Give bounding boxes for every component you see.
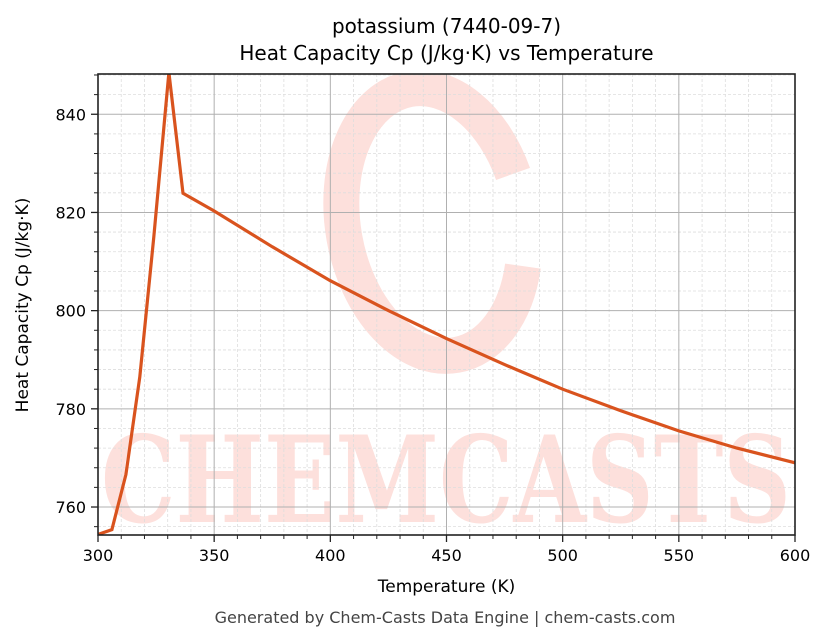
- x-tick-label: 400: [315, 546, 346, 565]
- x-tick-label: 300: [83, 546, 114, 565]
- chart-title-line1: potassium (7440-09-7): [331, 14, 562, 38]
- footer-credit: Generated by Chem-Casts Data Engine | ch…: [214, 608, 676, 627]
- y-tick-label: 820: [55, 203, 86, 222]
- x-axis-label: Temperature (K): [377, 577, 516, 597]
- x-tick-label: 600: [780, 546, 811, 565]
- x-tick-label: 550: [664, 546, 695, 565]
- axis-ticks: [91, 74, 796, 542]
- y-tick-label: 780: [55, 400, 86, 419]
- cp-line: [98, 74, 795, 535]
- chart-title-line2: Heat Capacity Cp (J/kg·K) vs Temperature: [239, 41, 654, 65]
- x-tick-label: 500: [547, 546, 578, 565]
- y-axis-label: Heat Capacity Cp (J/kg·K): [13, 197, 33, 413]
- y-tick-label: 840: [55, 105, 86, 124]
- x-tick-label: 450: [431, 546, 462, 565]
- y-tick-label: 760: [55, 498, 86, 517]
- y-tick-label: 800: [55, 302, 86, 321]
- x-tick-label: 350: [199, 546, 230, 565]
- tick-labels: 300 350 400 450 500 550 600 760 780 800 820 840: [55, 105, 810, 565]
